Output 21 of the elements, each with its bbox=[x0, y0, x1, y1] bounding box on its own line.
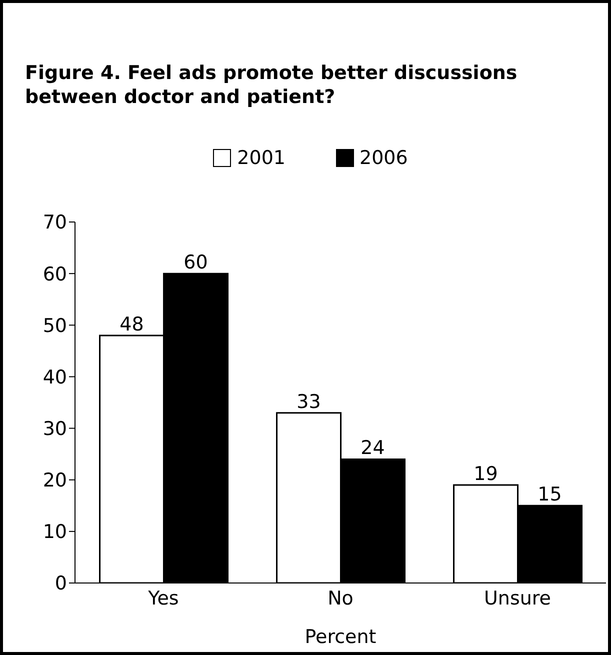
data-label: 15 bbox=[538, 484, 562, 506]
data-label: 19 bbox=[474, 463, 498, 486]
chart-title: Figure 4. Feel ads promote better discussions between doctor and patient? bbox=[25, 61, 518, 109]
y-tick-label: 70 bbox=[42, 212, 67, 234]
data-label: 48 bbox=[120, 313, 144, 336]
x-tick-label: No bbox=[328, 587, 354, 610]
y-tick-label: 60 bbox=[42, 263, 67, 286]
x-axis-title: Percent bbox=[304, 626, 376, 648]
legend-label: 2001 bbox=[237, 147, 286, 169]
data-label: 24 bbox=[360, 437, 385, 460]
y-tick-label: 20 bbox=[42, 470, 67, 492]
data-label: 60 bbox=[184, 252, 208, 274]
data-label: 33 bbox=[296, 390, 321, 413]
y-tick-label: 10 bbox=[42, 521, 67, 544]
y-tick-label: 0 bbox=[54, 572, 67, 595]
y-tick-label: 40 bbox=[42, 366, 67, 388]
legend-label: 2006 bbox=[360, 147, 408, 169]
x-tick-label: Yes bbox=[147, 587, 179, 610]
x-tick-label: Unsure bbox=[484, 587, 551, 610]
y-tick-label: 50 bbox=[42, 314, 67, 337]
y-tick-label: 30 bbox=[42, 418, 67, 440]
